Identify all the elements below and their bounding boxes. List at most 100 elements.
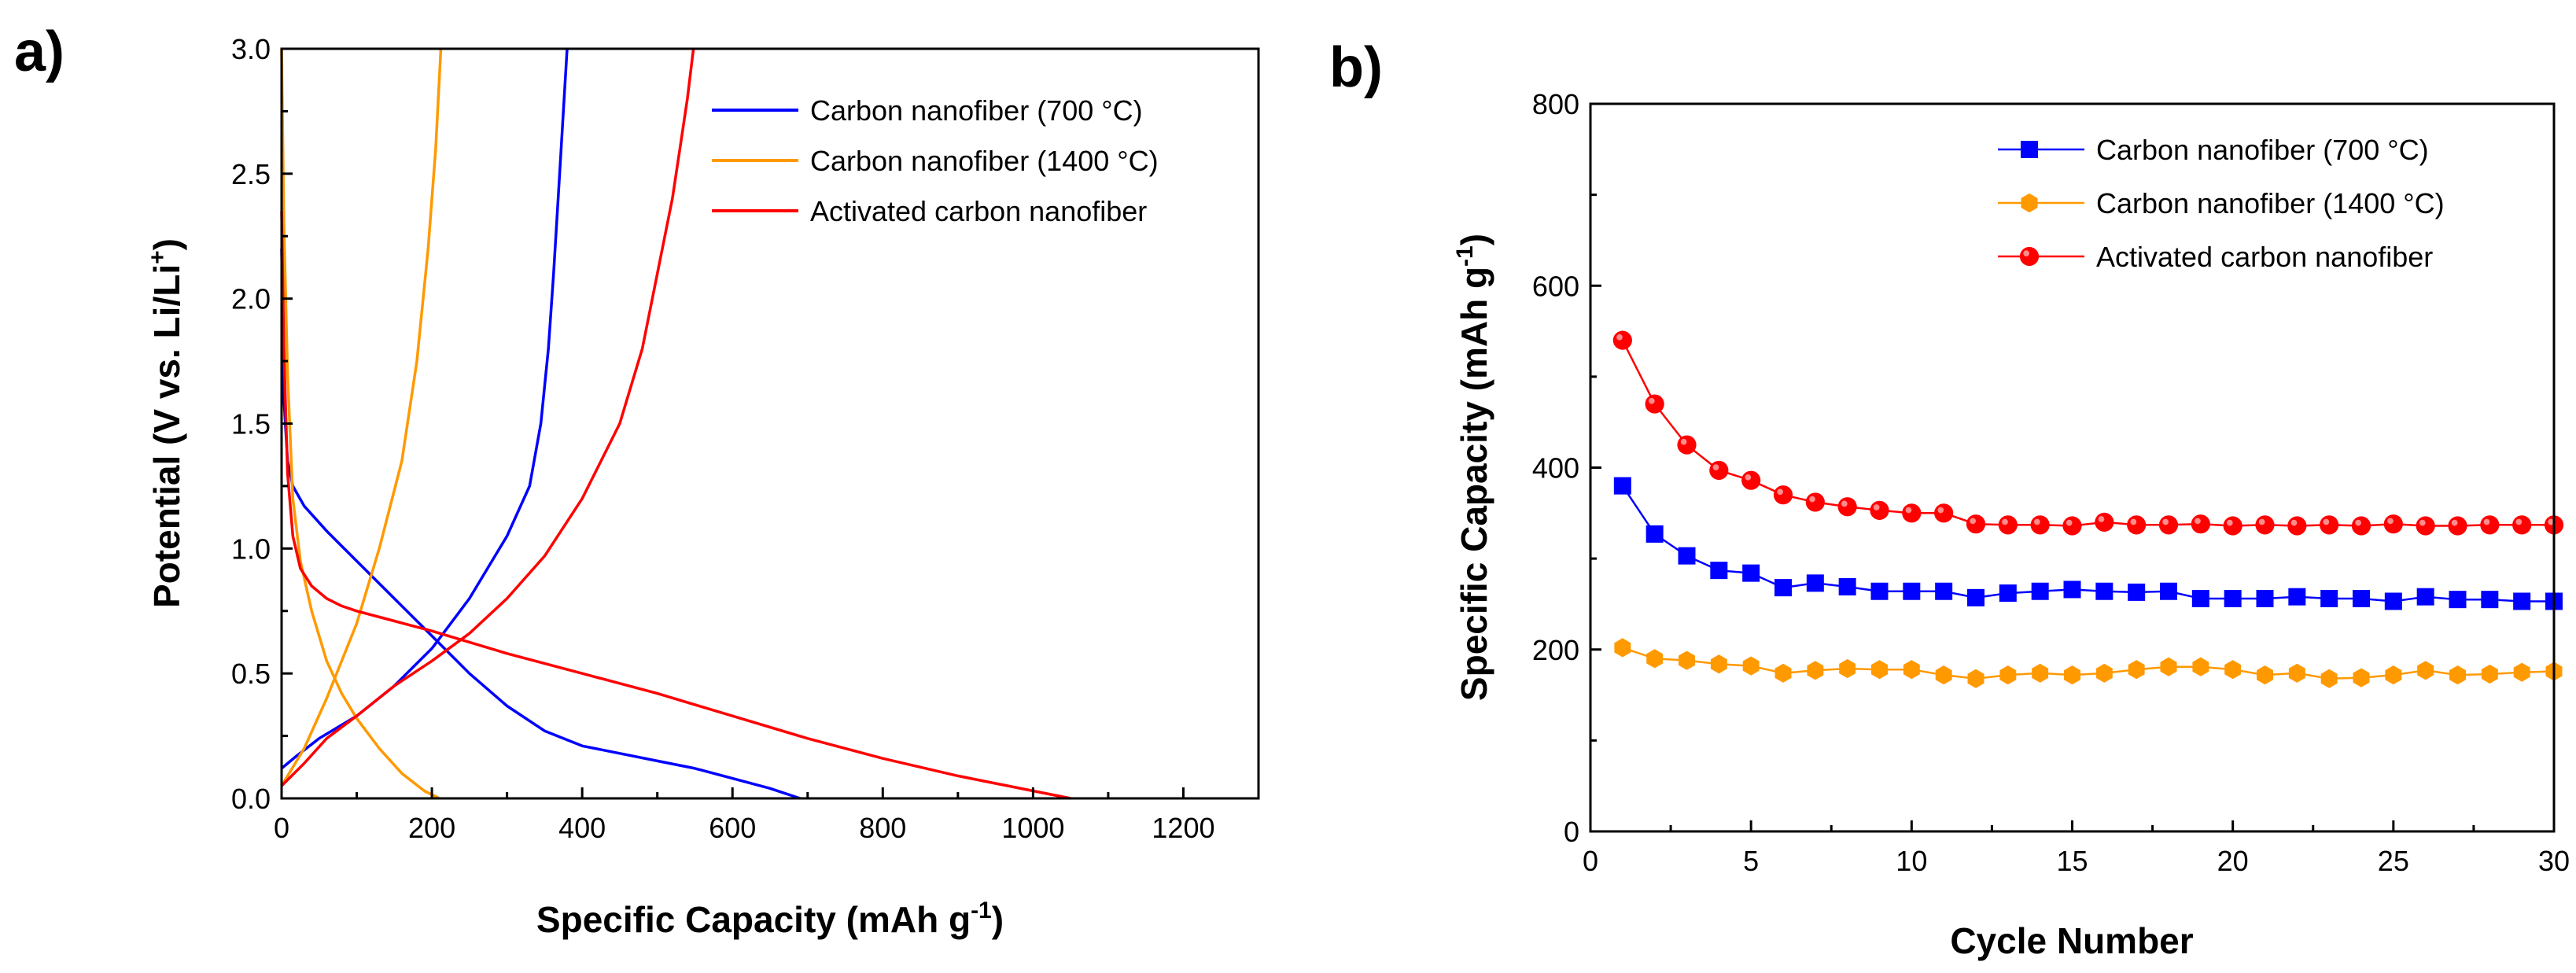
legend-label: Carbon nanofiber (700 °C)	[2096, 134, 2429, 166]
panel-a-x-ticks: 0 200 400 600 800 1000 1200	[274, 787, 1215, 844]
data-point	[1613, 477, 1631, 495]
data-point	[2191, 514, 2210, 534]
data-point	[2513, 592, 2531, 610]
data-point	[1903, 582, 1921, 600]
data-point	[2191, 590, 2209, 607]
x-tick-label: 600	[709, 812, 756, 844]
y-tick-label: 3.0	[231, 33, 271, 65]
data-point	[1709, 460, 1729, 481]
data-point	[2224, 590, 2242, 607]
y-tick-label: 2.0	[231, 283, 271, 315]
data-point	[2481, 591, 2499, 609]
data-point	[2416, 516, 2435, 536]
data-point	[1902, 503, 1922, 523]
data-point	[1807, 661, 1824, 680]
data-point	[2353, 590, 2370, 607]
data-point	[1645, 394, 1664, 414]
data-point-highlight	[1970, 518, 1976, 525]
data-point-highlight	[1841, 500, 1848, 507]
x-tick-label: 20	[2217, 845, 2249, 877]
data-point	[2384, 592, 2402, 610]
y-tick-label: 2.5	[231, 158, 271, 190]
series-line	[1622, 647, 2555, 680]
data-point	[1935, 665, 1952, 685]
data-point	[2416, 588, 2434, 606]
x-tick-label: 1000	[1001, 812, 1064, 844]
data-point	[2385, 665, 2402, 685]
panel-a-y-axis-title: Potential (V vs. Li/Li+)	[145, 238, 187, 608]
data-point	[2449, 665, 2466, 685]
data-point	[2513, 662, 2530, 682]
data-point-highlight	[1905, 507, 1912, 514]
data-point-highlight	[1648, 397, 1655, 404]
data-point	[1646, 649, 1664, 669]
data-point	[2031, 582, 2049, 600]
data-point	[1614, 638, 1631, 658]
panel-a-legend: Carbon nanofiber (700 °C) Carbon nanofibe…	[712, 94, 1159, 227]
data-point	[2063, 580, 2081, 599]
y-tick-label: 0.5	[231, 658, 271, 690]
data-point	[1612, 330, 1632, 350]
curve-discharge-series-3	[280, 211, 1071, 800]
data-point	[2481, 664, 2498, 684]
data-point	[1774, 663, 1792, 683]
data-point	[2288, 663, 2305, 683]
data-point	[2064, 665, 2080, 685]
data-point	[2449, 591, 2467, 609]
x-tick-label: 400	[558, 812, 606, 844]
data-point-highlight	[1777, 488, 1783, 496]
x-tick-label: 5	[1743, 845, 1759, 877]
panel-b: b) 0 5 10 15 20 25 30 0 200 400 600 800 Carbon nan…	[1329, 36, 2570, 961]
data-point	[1645, 525, 1664, 543]
data-point	[2480, 515, 2500, 535]
data-point	[2320, 515, 2339, 535]
data-point	[1805, 492, 1825, 512]
panel-a-y-ticks: 0.0 0.5 1.0 1.5 2.0 2.5 3.0	[231, 33, 293, 815]
curve-discharge-series-2	[280, 48, 440, 800]
series-1	[1613, 477, 2563, 610]
y-tick-label: 0	[1564, 816, 1579, 848]
x-tick-label: 30	[2538, 845, 2570, 877]
x-tick-label: 10	[1896, 845, 1927, 877]
data-point	[1741, 470, 1761, 490]
data-point-highlight	[1616, 334, 1623, 341]
data-point	[2062, 516, 2082, 536]
data-point	[2256, 590, 2274, 607]
panel-a-x-axis-title: Specific Capacity (mAh g-1)	[536, 897, 1004, 940]
legend-label: Carbon nanofiber (700 °C)	[810, 94, 1143, 127]
x-tick-label: 15	[2056, 845, 2088, 877]
data-point	[2021, 193, 2038, 213]
data-point-highlight	[2515, 518, 2523, 525]
data-point-highlight	[2258, 518, 2265, 525]
data-point	[2095, 582, 2113, 600]
data-point	[2160, 582, 2177, 600]
panel-a-letter: a)	[14, 20, 64, 83]
data-point	[1773, 485, 1793, 505]
legend-label: Carbon nanofiber (1400 °C)	[810, 145, 1159, 177]
data-point-highlight	[1712, 464, 1719, 470]
data-point	[1774, 579, 1792, 597]
data-point-highlight	[2002, 518, 2008, 525]
curve-charge-series-3	[280, 48, 695, 787]
data-point	[2021, 141, 2038, 158]
data-point	[2019, 246, 2040, 267]
y-tick-label: 200	[1532, 634, 1579, 666]
data-point	[1679, 651, 1695, 670]
data-point	[1742, 656, 1760, 676]
x-tick-label: 200	[408, 812, 455, 844]
y-tick-label: 1.5	[231, 408, 271, 440]
panel-a: a) 0 200 400 600 800 1000 1200 0.0 0.5 1.0 1.5 2.0…	[14, 20, 1260, 940]
legend-label: Activated carbon nanofiber	[810, 195, 1147, 227]
data-point	[1837, 497, 1857, 517]
data-point-highlight	[1937, 507, 1944, 514]
data-point	[1998, 515, 2018, 535]
data-point	[1870, 500, 1889, 520]
data-point	[1999, 584, 2017, 603]
data-point	[1839, 658, 1856, 679]
data-point-highlight	[1745, 474, 1752, 481]
data-point-highlight	[2130, 518, 2137, 525]
data-point	[2288, 588, 2306, 606]
data-point	[2128, 583, 2146, 601]
data-point	[2128, 660, 2145, 680]
panel-b-letter: b)	[1329, 36, 1383, 99]
